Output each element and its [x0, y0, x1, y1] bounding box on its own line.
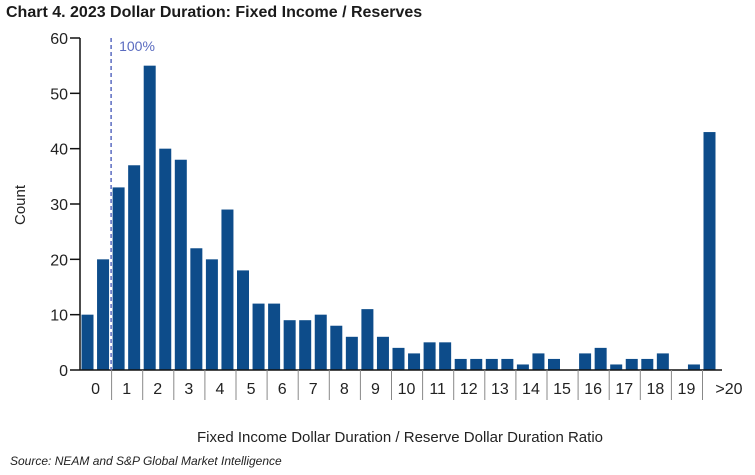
x-axis-label: Fixed Income Dollar Duration / Reserve D… [197, 429, 603, 446]
bar [579, 353, 592, 370]
x-tick-label: 8 [340, 381, 349, 398]
bar [501, 358, 514, 370]
bar [112, 187, 125, 370]
reference-line-label: 100% [119, 38, 155, 54]
bar [610, 364, 623, 370]
bar [174, 159, 187, 370]
bar [143, 65, 156, 371]
x-tick-label: 18 [646, 381, 664, 398]
bar [548, 358, 560, 370]
bar [299, 320, 312, 370]
bar [190, 248, 203, 370]
bar [237, 270, 249, 370]
bar [283, 320, 296, 370]
bar [470, 358, 483, 370]
x-tick-label: 11 [429, 381, 446, 398]
bar [594, 347, 607, 370]
y-tick-label: 0 [59, 363, 68, 380]
x-tick-label: >20 [715, 381, 742, 398]
y-tick-label: 50 [50, 86, 68, 103]
bar [221, 209, 234, 370]
bar [205, 259, 218, 370]
bar [97, 259, 110, 370]
bar [516, 364, 529, 370]
bar [423, 342, 436, 370]
x-tick-label: 1 [122, 381, 131, 398]
bar [485, 358, 498, 370]
chart-title: Chart 4. 2023 Dollar Duration: Fixed Inc… [6, 4, 423, 21]
y-tick-label: 60 [50, 31, 68, 48]
bar [454, 358, 467, 370]
bar [81, 314, 94, 370]
bar [345, 336, 358, 370]
source-note: Source: NEAM and S&P Global Market Intel… [10, 454, 282, 468]
bar [687, 364, 700, 370]
bar [159, 148, 172, 370]
bar [128, 165, 141, 370]
x-tick-label: 0 [91, 381, 100, 398]
bar [439, 342, 452, 370]
y-tick-label: 30 [50, 197, 68, 214]
x-tick-label: 16 [584, 381, 602, 398]
bar [625, 358, 638, 370]
x-tick-label: 2 [153, 381, 162, 398]
bar [376, 336, 389, 370]
bar [656, 353, 669, 370]
x-tick-label: 7 [309, 381, 318, 398]
x-tick-label: 10 [398, 381, 416, 398]
bar [330, 325, 343, 370]
y-tick-label: 20 [50, 252, 68, 269]
x-tick-label: 4 [215, 381, 224, 398]
x-tick-label: 15 [553, 381, 571, 398]
x-tick-label: 5 [247, 381, 256, 398]
y-tick-label: 10 [50, 308, 68, 325]
x-tick-label: 14 [522, 381, 540, 398]
x-tick-label: 13 [491, 381, 509, 398]
y-axis-label: Count [12, 184, 29, 225]
bar [361, 309, 374, 370]
bar [408, 353, 421, 370]
bar [641, 358, 654, 370]
y-tick-label: 40 [50, 142, 68, 159]
bar [703, 132, 716, 370]
bar [532, 353, 545, 370]
bar [392, 347, 405, 370]
x-tick-label: 9 [371, 381, 380, 398]
x-tick-label: 17 [615, 381, 633, 398]
bar [314, 314, 327, 370]
bar [268, 303, 281, 370]
x-tick-label: 19 [678, 381, 696, 398]
bar [252, 303, 265, 370]
x-tick-label: 12 [460, 381, 478, 398]
x-tick-label: 3 [184, 381, 193, 398]
x-tick-label: 6 [278, 381, 287, 398]
